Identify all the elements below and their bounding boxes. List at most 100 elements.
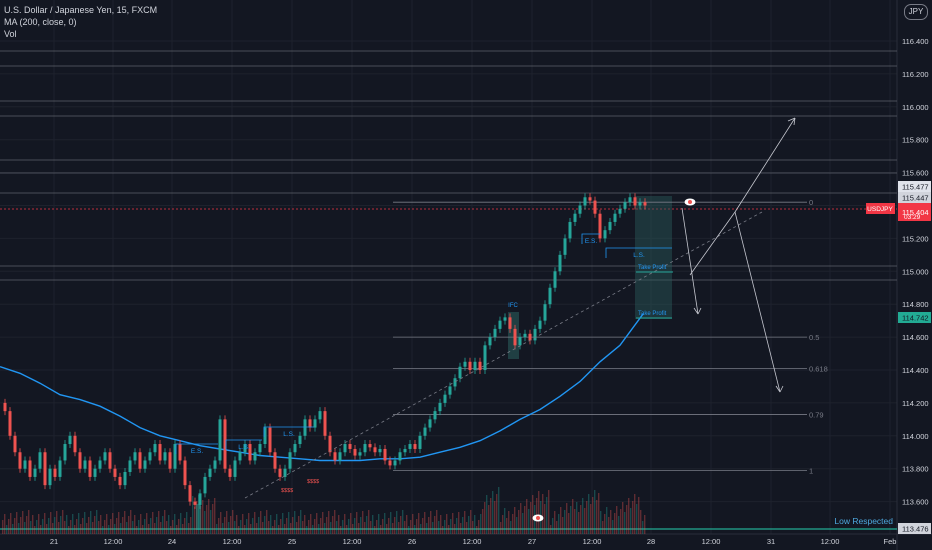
volume-bar [292, 517, 294, 534]
volume-bar [294, 511, 296, 534]
volume-bar [576, 502, 578, 534]
candle-body [503, 317, 507, 321]
candle-body [373, 447, 377, 453]
candle-body [368, 444, 372, 448]
volume-bar [14, 518, 16, 534]
volume-bar [578, 512, 580, 534]
volume-bar [170, 526, 172, 534]
volume-bar [2, 520, 4, 534]
candle-body [538, 320, 542, 329]
volume-bar [20, 517, 22, 534]
ma-indicator-label[interactable]: MA (200, close, 0) [4, 17, 77, 27]
volume-bar [218, 518, 220, 534]
volume-bar [148, 524, 150, 534]
fib-level-label: 0.5 [809, 333, 819, 342]
volume-bar [214, 498, 216, 534]
volume-bar [116, 518, 118, 534]
volume-bar [206, 505, 208, 534]
volume-bar [280, 519, 282, 534]
volume-bar [606, 507, 608, 534]
volume-bar [66, 515, 68, 534]
volume-bar [496, 494, 498, 534]
candle-body [3, 402, 7, 412]
volume-bar [636, 504, 638, 534]
volume-bar [448, 525, 450, 534]
volume-bar [456, 518, 458, 534]
candle-body [108, 452, 112, 469]
candle-body [308, 419, 312, 428]
volume-bar [200, 506, 202, 534]
volume-bar [184, 518, 186, 534]
volume-bar [80, 524, 82, 534]
volume-bar [616, 506, 618, 534]
volume-bar [224, 517, 226, 534]
volume-bar [282, 513, 284, 534]
volume-bar [378, 514, 380, 534]
liquidity-dollar-tag: $$$$ [281, 488, 293, 494]
projection-drop-arrow [681, 207, 699, 315]
candle-body [183, 460, 187, 486]
volume-bar [108, 525, 110, 534]
volume-bar [640, 510, 642, 534]
candle-body [553, 271, 557, 288]
x-tick-label: 12:00 [583, 537, 602, 546]
volume-bar [452, 513, 454, 534]
candle-body [518, 337, 522, 346]
volume-bar [134, 515, 136, 534]
volume-bar [110, 519, 112, 534]
volume-bar [52, 523, 54, 534]
volume-bar [24, 522, 26, 534]
volume-bar [370, 521, 372, 534]
symbol-title[interactable]: U.S. Dollar / Japanese Yen, 15, FXCM [4, 5, 158, 15]
x-tick-label: 12:00 [463, 537, 482, 546]
volume-bar [584, 508, 586, 534]
candle-body [638, 202, 642, 206]
volume-bar [624, 512, 626, 534]
arrowhead [775, 385, 784, 393]
x-tick-label: 12:00 [223, 537, 242, 546]
volume-bar [622, 502, 624, 534]
volume-bar [644, 515, 646, 534]
y-tick-label: 115.000 [902, 267, 929, 276]
currency-badge[interactable]: JPY [904, 4, 928, 20]
volume-bar [92, 522, 94, 534]
volume-bar [556, 521, 558, 534]
volume-bar [416, 519, 418, 534]
volume-bar [256, 523, 258, 534]
volume-bar [248, 513, 250, 534]
volume-bar [520, 503, 522, 534]
symbol-tag: USDJPY [867, 206, 893, 213]
candle-body [153, 444, 157, 453]
candle-body [213, 460, 217, 469]
candle-body [58, 460, 62, 477]
volume-bar [212, 504, 214, 534]
volume-bar [552, 518, 554, 534]
symbol-tag-bg [866, 203, 895, 214]
volume-bar [444, 520, 446, 534]
volume-bar [242, 514, 244, 534]
volume-bar [512, 514, 514, 534]
volume-bar [404, 521, 406, 534]
volume-bar [572, 499, 574, 534]
y-tick-label: 114.000 [902, 432, 929, 441]
candle-body [73, 435, 77, 453]
eye-icon [532, 514, 544, 522]
volume-bar [510, 521, 512, 534]
volume-bar [306, 526, 308, 534]
candle-body [483, 345, 487, 370]
volume-bar [178, 519, 180, 534]
volume-bar [192, 496, 194, 534]
volume-bar [484, 502, 486, 534]
eye-icon-pupil [536, 516, 540, 520]
volume-bar [356, 512, 358, 534]
volume-bar [236, 515, 238, 534]
volume-bar [358, 523, 360, 534]
volume-bar [48, 518, 50, 534]
candle-body [508, 317, 512, 329]
volume-indicator-label[interactable]: Vol [4, 29, 17, 39]
volume-bar [468, 516, 470, 534]
candle-body [418, 435, 422, 449]
projection-arrows [681, 117, 796, 393]
